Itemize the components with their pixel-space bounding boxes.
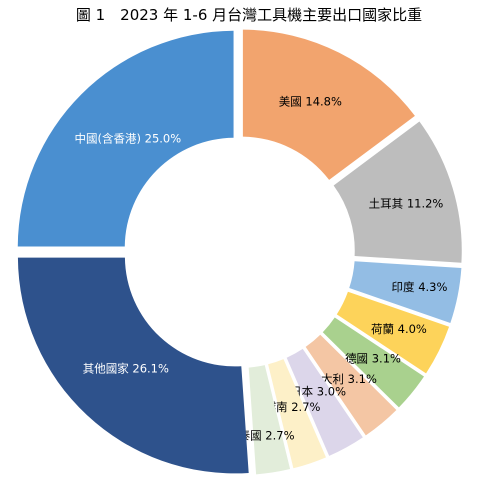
slice-label-1: 中國(含香港) 25.0%: [75, 131, 182, 145]
donut-slice-7: [305, 334, 397, 436]
slice-label-8: 日本 3.0%: [290, 385, 346, 399]
slice-label-7: 義大利 3.1%: [310, 372, 377, 386]
donut-slice-11: [17, 257, 249, 474]
chart-title: 圖 1 2023 年 1-6 月台灣工具機主要出口國家比重: [75, 6, 423, 24]
donut-slice-4: [349, 261, 462, 323]
slice-label-6: 德國 3.1%: [345, 352, 401, 366]
donut-slice-1: [17, 30, 234, 247]
slice-label-5: 荷蘭 4.0%: [371, 322, 427, 336]
slice-label-10: 泰國 2.7%: [239, 428, 295, 442]
slice-label-11: 其他國家 26.1%: [83, 361, 169, 375]
donut-slice-8: [286, 348, 363, 456]
donut-slice-2: [242, 29, 415, 180]
donut-slice-10: [248, 365, 291, 475]
slice-label-2: 美國 14.8%: [279, 94, 342, 108]
donut-slice-5: [336, 291, 450, 374]
donut-slice-9: [268, 359, 326, 469]
slice-label-9: 越南 2.7%: [265, 400, 321, 414]
slice-label-3: 土耳其 11.2%: [369, 197, 444, 211]
donut-slice-3: [333, 121, 462, 263]
donut-slice-6: [322, 317, 424, 408]
slice-label-4: 印度 4.3%: [392, 280, 448, 294]
